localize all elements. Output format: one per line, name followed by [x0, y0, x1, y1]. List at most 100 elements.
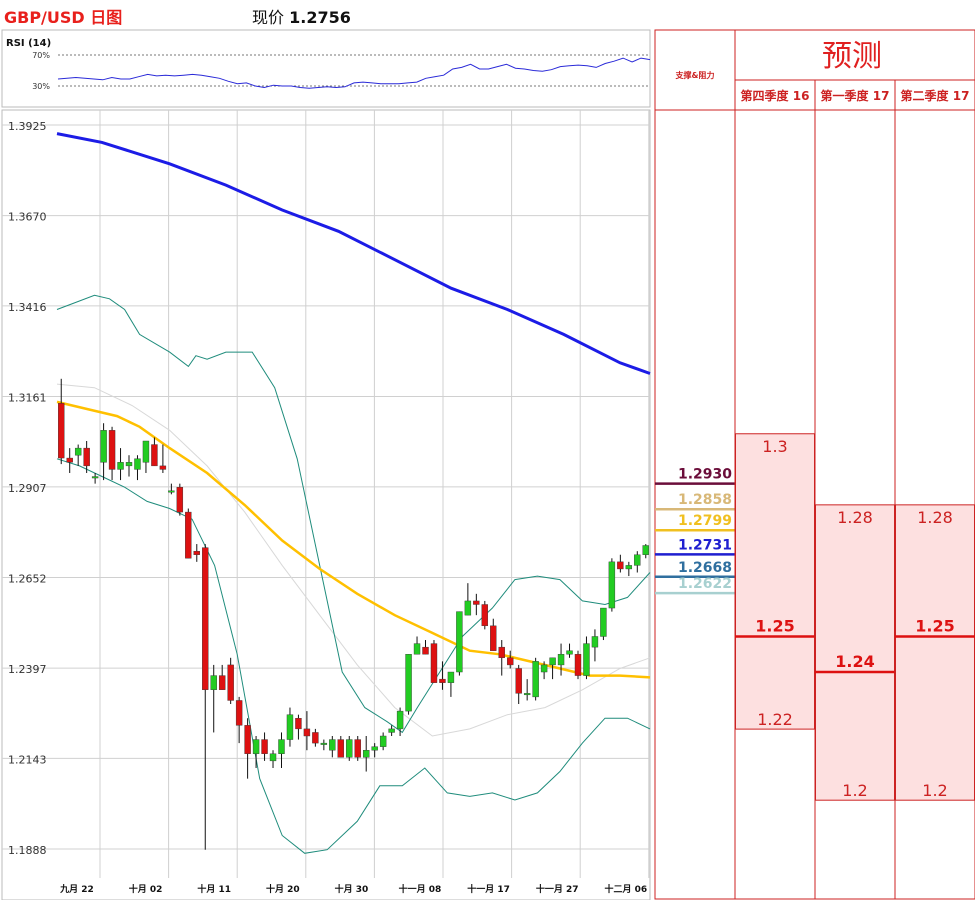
candle-body [83, 447, 90, 467]
x-tick-label: 十一月 08 [399, 883, 442, 895]
candle-body [117, 462, 124, 470]
candle [58, 378, 65, 465]
sr-column [654, 29, 736, 900]
candle [625, 561, 633, 577]
candle [456, 611, 463, 676]
candle-body [617, 561, 624, 570]
x-tick-label: 十月 11 [197, 883, 231, 895]
candle-body [346, 739, 353, 758]
current-price-label: 现价 1.2756 [252, 4, 351, 28]
candle-body [100, 430, 107, 463]
forecast-low: 1.22 [757, 710, 793, 729]
forecast-mid: 1.25 [915, 616, 954, 635]
candle-body [329, 739, 336, 751]
y-tick-label: 1.3161 [8, 392, 47, 405]
forecast-column: 第二季度 17 1.28 1.25 1.2 [894, 80, 975, 899]
candle-body [456, 611, 463, 673]
candle [278, 732, 285, 768]
candle-body [354, 739, 361, 758]
bollinger-middle-line [56, 383, 651, 737]
forecast-high: 1.28 [837, 508, 873, 527]
candle-body [227, 664, 234, 701]
candle [295, 714, 302, 740]
candle-body [405, 654, 412, 712]
forecast-range-box [895, 504, 975, 801]
y-tick-label: 1.3925 [8, 120, 47, 133]
candle-body [540, 664, 548, 673]
candle [83, 440, 90, 473]
candle [422, 640, 429, 655]
candle-body [625, 565, 633, 570]
candle-body [108, 430, 116, 470]
candle [142, 440, 150, 473]
candle-body [515, 668, 522, 694]
candle [405, 654, 412, 715]
candle-body [295, 718, 302, 730]
rsi-30-label: 30% [32, 82, 50, 91]
candle [574, 650, 582, 680]
candle-body [210, 675, 217, 690]
candle-body [371, 746, 378, 751]
y-tick-label: 1.2143 [8, 753, 47, 766]
candle [464, 583, 472, 616]
candle [532, 657, 539, 701]
candle [108, 426, 116, 481]
candle [210, 664, 217, 733]
candle-body [125, 462, 133, 467]
rsi-label: RSI (14) [6, 38, 51, 49]
candle-body [642, 545, 649, 555]
candle [523, 679, 531, 701]
x-axis-labels: 九月 22 十月 02 十月 11 十月 20 十月 30 十一月 08 十一月 17 十一月… [59, 883, 647, 895]
candle [617, 554, 624, 573]
candle-body [202, 547, 209, 690]
candlesticks [58, 378, 649, 850]
candle-body [566, 650, 573, 655]
candle [303, 711, 311, 751]
candle [74, 444, 82, 466]
candle [117, 448, 124, 481]
candle [176, 483, 184, 516]
candle [252, 735, 260, 768]
y-axis-labels: 1.3925 1.3670 1.3416 1.3161 1.2907 1.2652 1.23… [8, 120, 47, 857]
candle-body [481, 604, 489, 627]
forecast-high: 1.3 [762, 437, 787, 456]
candle [91, 472, 99, 484]
candle-body [583, 643, 590, 676]
bollinger-upper-line [56, 294, 651, 734]
candle-body [320, 742, 328, 745]
candle [473, 593, 480, 616]
candle [286, 707, 294, 747]
candle [235, 696, 243, 744]
sr-label: 1.2799 [678, 513, 732, 529]
x-tick-label: 十月 20 [266, 883, 300, 895]
candle-body [312, 732, 319, 744]
candle-body [388, 728, 395, 733]
candle-body [142, 440, 150, 463]
y-tick-label: 1.3670 [8, 211, 47, 224]
candle-body [66, 457, 73, 463]
candle [371, 743, 378, 758]
candle-body [490, 625, 497, 651]
x-tick-label: 十一月 27 [536, 883, 579, 895]
candle [591, 629, 599, 662]
forecast-title: 预测 [822, 39, 882, 74]
candle-body [74, 447, 82, 456]
candle-body [235, 700, 243, 726]
forecast-mid: 1.24 [835, 652, 874, 671]
sr-header: 支撑&阻力 [675, 70, 715, 80]
candle-body [286, 714, 294, 740]
forecast-low: 1.2 [922, 781, 947, 800]
rsi-line [57, 57, 651, 89]
candle [354, 735, 361, 761]
candle [549, 657, 556, 680]
candle [388, 725, 395, 736]
forecast-column: 第四季度 16 1.3 1.25 1.22 [734, 80, 815, 899]
candle-body [337, 739, 344, 758]
candle-body [498, 646, 505, 659]
candle-body [58, 403, 65, 459]
candle-body [396, 710, 404, 730]
rsi-frame [1, 29, 651, 108]
candle-body [159, 465, 167, 470]
candle-body [549, 657, 556, 666]
